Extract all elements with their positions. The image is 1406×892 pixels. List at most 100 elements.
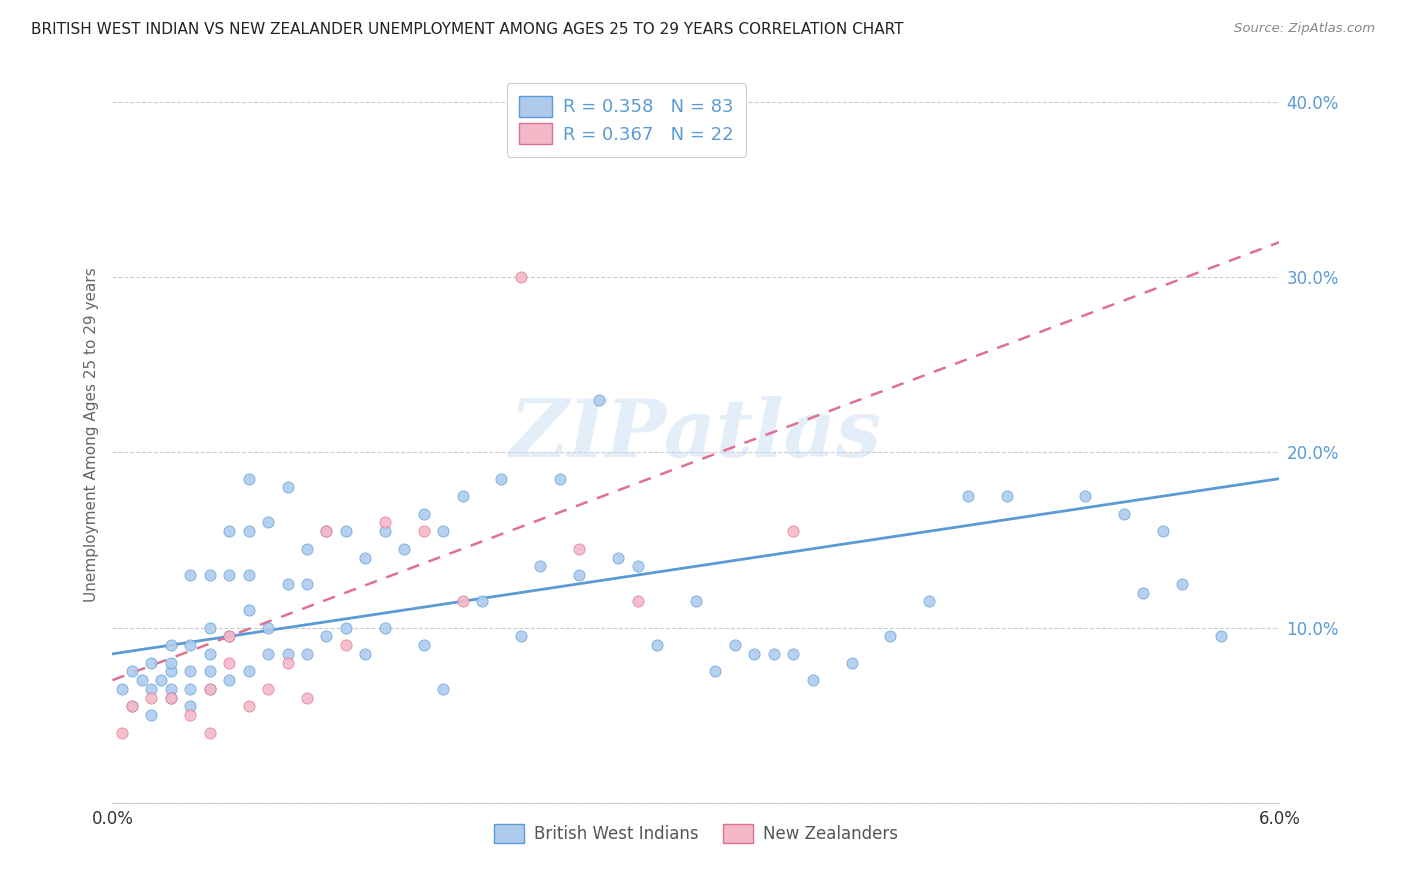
Point: [374, 516, 396, 530]
Point: [179, 681, 201, 696]
Point: [432, 681, 454, 696]
Point: [111, 725, 134, 739]
Point: [179, 665, 201, 679]
Text: BRITISH WEST INDIAN VS NEW ZEALANDER UNEMPLOYMENT AMONG AGES 25 TO 29 YEARS CORR: BRITISH WEST INDIAN VS NEW ZEALANDER UNE…: [31, 22, 904, 37]
Point: [1132, 585, 1154, 599]
Point: [744, 647, 766, 661]
Point: [295, 576, 318, 591]
Point: [198, 621, 221, 635]
Point: [141, 708, 163, 723]
Point: [471, 594, 494, 608]
Point: [529, 559, 551, 574]
Point: [257, 621, 280, 635]
Point: [198, 647, 221, 661]
Point: [198, 725, 221, 739]
Point: [198, 681, 221, 696]
Point: [1211, 629, 1233, 643]
Point: [198, 681, 221, 696]
Point: [198, 568, 221, 582]
Point: [141, 681, 163, 696]
Point: [121, 699, 143, 714]
Point: [394, 541, 416, 556]
Point: [238, 603, 260, 617]
Point: [685, 594, 707, 608]
Point: [315, 524, 337, 539]
Point: [1171, 576, 1194, 591]
Point: [218, 673, 240, 687]
Point: [160, 665, 183, 679]
Point: [412, 638, 434, 652]
Point: [782, 647, 804, 661]
Point: [879, 629, 901, 643]
Point: [295, 690, 318, 705]
Point: [801, 673, 824, 687]
Point: [276, 480, 298, 494]
Point: [918, 594, 941, 608]
Point: [218, 524, 240, 539]
Legend: British West Indians, New Zealanders: British West Indians, New Zealanders: [484, 814, 908, 854]
Point: [568, 541, 591, 556]
Point: [432, 524, 454, 539]
Point: [141, 690, 163, 705]
Point: [160, 681, 183, 696]
Point: [762, 647, 785, 661]
Point: [276, 647, 298, 661]
Point: [841, 656, 863, 670]
Point: [238, 665, 260, 679]
Point: [160, 638, 183, 652]
Point: [179, 699, 201, 714]
Point: [160, 656, 183, 670]
Point: [218, 656, 240, 670]
Point: [315, 629, 337, 643]
Text: ZIPatlas: ZIPatlas: [510, 396, 882, 474]
Point: [627, 594, 650, 608]
Point: [131, 673, 153, 687]
Point: [257, 516, 280, 530]
Point: [295, 541, 318, 556]
Point: [995, 489, 1018, 503]
Point: [354, 647, 377, 661]
Point: [218, 629, 240, 643]
Point: [568, 568, 591, 582]
Point: [588, 392, 610, 407]
Point: [645, 638, 668, 652]
Point: [295, 647, 318, 661]
Point: [724, 638, 747, 652]
Point: [374, 524, 396, 539]
Point: [257, 681, 280, 696]
Point: [1074, 489, 1097, 503]
Point: [957, 489, 980, 503]
Point: [198, 665, 221, 679]
Point: [141, 656, 163, 670]
Point: [412, 507, 434, 521]
Point: [1112, 507, 1135, 521]
Point: [374, 621, 396, 635]
Point: [627, 559, 650, 574]
Point: [150, 673, 173, 687]
Point: [238, 524, 260, 539]
Point: [238, 568, 260, 582]
Point: [121, 699, 143, 714]
Point: [111, 681, 134, 696]
Point: [160, 690, 183, 705]
Point: [238, 472, 260, 486]
Point: [218, 629, 240, 643]
Point: [257, 647, 280, 661]
Point: [218, 568, 240, 582]
Point: [548, 472, 571, 486]
Point: [704, 665, 727, 679]
Point: [160, 690, 183, 705]
Point: [315, 524, 337, 539]
Point: [335, 524, 357, 539]
Point: [354, 550, 377, 565]
Point: [179, 568, 201, 582]
Point: [276, 656, 298, 670]
Point: [509, 629, 531, 643]
Point: [335, 621, 357, 635]
Point: [509, 270, 531, 285]
Point: [276, 576, 298, 591]
Point: [607, 550, 630, 565]
Point: [412, 524, 434, 539]
Point: [335, 638, 357, 652]
Point: [179, 708, 201, 723]
